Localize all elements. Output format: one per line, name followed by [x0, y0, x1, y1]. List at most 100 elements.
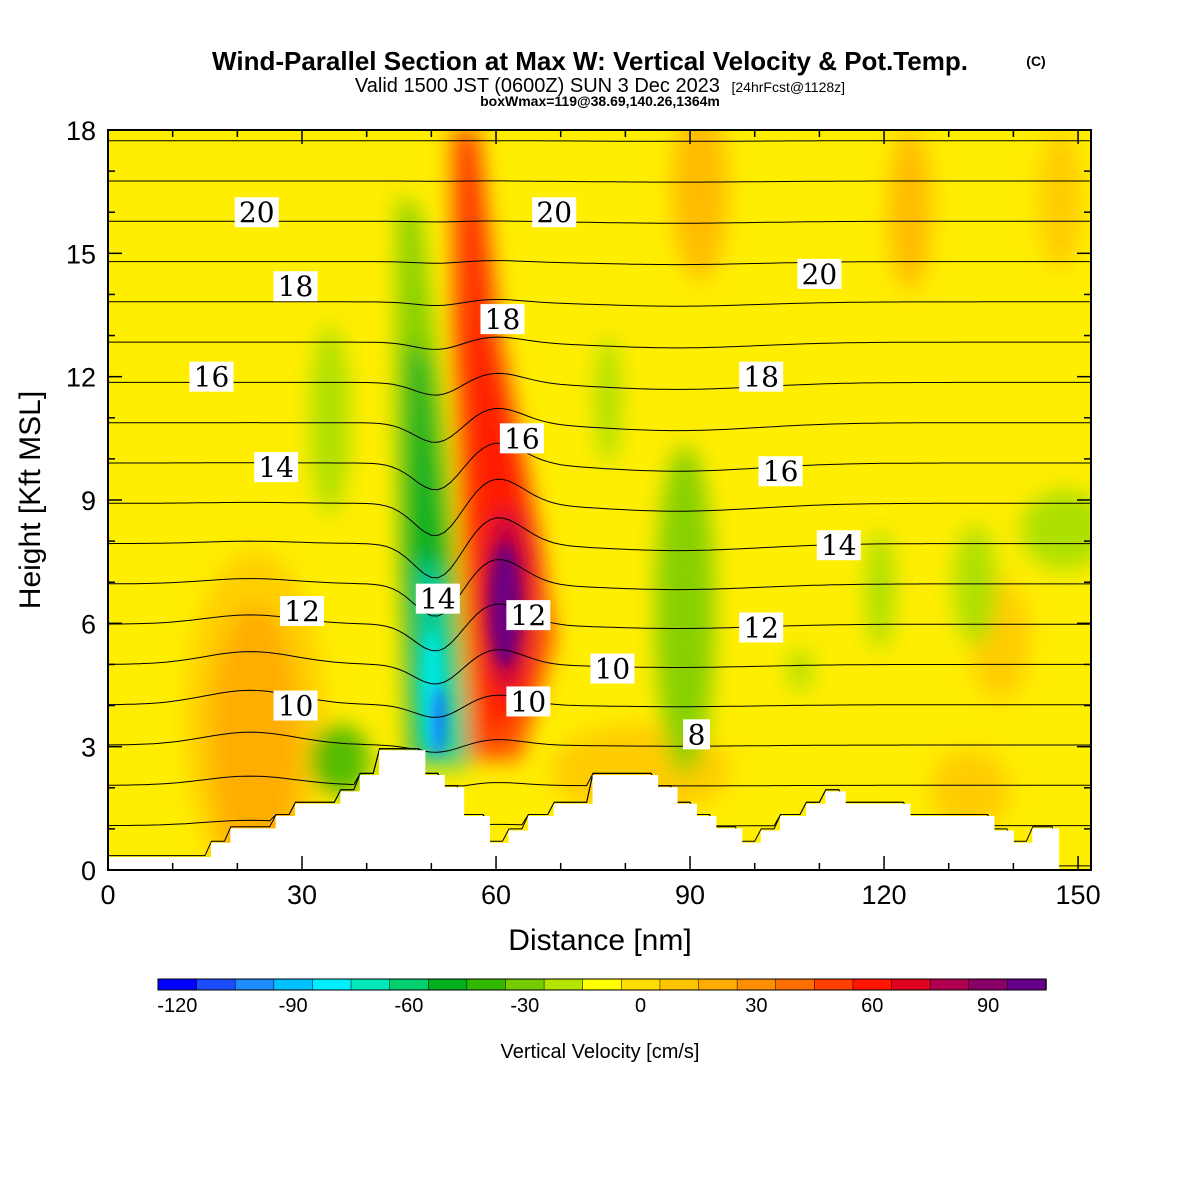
y-tick-label: 15 [66, 239, 96, 269]
colorbar-swatch [852, 978, 893, 991]
contour-label-box [415, 583, 460, 614]
colorbar-swatch [736, 978, 777, 991]
contour-label-box [739, 361, 784, 392]
theta-contour [108, 372, 1091, 396]
x-tick-label: 90 [675, 880, 705, 910]
colorbar-tick-label: 0 [635, 995, 646, 1017]
subtitle-main: Valid 1500 JST (0600Z) SUN 3 Dec 2023 [355, 75, 720, 97]
contour-label-box [506, 600, 551, 631]
colorbar-swatch [891, 978, 931, 991]
colorbar-swatch [659, 978, 700, 991]
colorbar-swatch [350, 978, 391, 991]
downdraft-area-3 [655, 445, 715, 775]
colorbar-swatch [466, 978, 507, 991]
colorbar-swatch [234, 978, 275, 991]
velocity-shading-sharp [422, 543, 520, 755]
contour-label: 10 [595, 653, 631, 686]
x-axis: 0 30 60 90 120 150 [100, 130, 1101, 910]
contour-label: 18 [485, 303, 521, 336]
colorbar-tick-label: -30 [510, 995, 539, 1017]
theta-contour [108, 407, 1091, 443]
contour-label: 8 [688, 718, 706, 751]
colorbar-swatch [582, 978, 623, 991]
colorbar-swatch [1007, 978, 1047, 991]
downdraft-area-8 [310, 725, 370, 795]
y-tick-label: 12 [66, 363, 96, 393]
theta-contour [108, 140, 1091, 142]
contour-label-box [758, 456, 803, 487]
contour-label-box [506, 686, 551, 717]
contour-label: 14 [821, 529, 857, 562]
contour-label-box [683, 719, 711, 750]
velocity-shading-blurred [185, 130, 1091, 870]
chart-title: Wind-Parallel Section at Max W: Vertical… [212, 46, 968, 76]
contour-label-box [797, 258, 842, 289]
colorbar-tick-label: -120 [157, 995, 197, 1017]
colorbar-swatch [621, 978, 661, 991]
contour-label-box [189, 361, 234, 392]
theta-contour [108, 689, 1091, 718]
colorbar-swatch [968, 978, 1009, 991]
contour-label: 20 [536, 196, 572, 229]
downdraft-area-6 [1020, 490, 1091, 570]
downdraft-area-2 [595, 335, 621, 465]
terrain [108, 750, 1091, 870]
colorbar-swatch [698, 978, 738, 991]
contour-label: 12 [284, 595, 320, 628]
chart-subtitle: Valid 1500 JST (0600Z) SUN 3 Dec 2023 [2… [355, 75, 845, 97]
y-tick-label: 6 [81, 609, 96, 639]
contour-label: 14 [420, 583, 456, 616]
contour-label-box [532, 197, 577, 228]
downdraft-area-7 [788, 648, 812, 692]
contour-label: 18 [743, 361, 779, 394]
contour-label: 12 [743, 611, 779, 644]
y-tick-label: 18 [66, 116, 96, 146]
chart-subtitle-2: boxWmax=119@38.69,140.26,1364m [480, 93, 720, 109]
colorbar-swatch [814, 978, 854, 991]
contour-label-box [499, 423, 544, 454]
title-mark: (C) [1026, 53, 1045, 69]
contour-label-box [234, 197, 279, 228]
colorbar-swatch [312, 978, 352, 991]
colorbar-label: Vertical Velocity [cm/s] [501, 1041, 700, 1063]
plot-area: 20 20 20 18 18 18 16 16 16 14 14 14 12 12 12 10 10 10 8 [108, 130, 1091, 870]
contour-label-box [280, 596, 325, 626]
x-tick-label: 120 [862, 880, 907, 910]
contour-label-box [816, 530, 861, 561]
x-tick-label: 0 [100, 880, 115, 910]
theta-contour [108, 748, 1091, 787]
colorbar-tick-label: -60 [395, 995, 424, 1017]
contour-label: 12 [511, 599, 547, 632]
contour-label-box [254, 452, 299, 483]
colorbar-tick-label: 60 [861, 995, 883, 1017]
subtitle-note: [24hrFcst@1128z] [732, 79, 846, 95]
contour-label: 10 [511, 685, 547, 718]
theta-contour [108, 603, 1091, 652]
y-tick-label: 9 [81, 486, 96, 516]
y-tick-label: 0 [81, 856, 96, 886]
y-axis: 0 3 6 9 12 15 18 [66, 116, 1091, 886]
updraft-area-west-edge [185, 550, 325, 870]
downdraft-core-inner [431, 685, 445, 755]
theta-contour [108, 731, 1091, 753]
theta-contours [108, 140, 1091, 867]
colorbar: -120 -90 -60 -30 0 30 60 90 [157, 978, 1047, 1017]
x-tick-label: 150 [1056, 880, 1101, 910]
x-tick-label: 60 [481, 880, 511, 910]
colorbar-tick-label: 30 [745, 995, 767, 1017]
downdraft-area-5 [953, 525, 997, 645]
contour-label: 20 [802, 258, 838, 291]
updraft-area-top-2 [888, 130, 932, 290]
contour-label-box [739, 612, 784, 643]
colorbar-swatch [775, 978, 816, 991]
updraft-area-low [930, 750, 1010, 830]
contour-label: 10 [278, 690, 314, 723]
colorbar-swatch [157, 978, 198, 991]
theta-contour [108, 336, 1091, 350]
colorbar-swatch [428, 978, 468, 991]
downdraft-area-4 [865, 530, 895, 650]
colorbar-frame [157, 978, 1047, 991]
contour-label: 14 [258, 451, 294, 484]
contour-label-box [273, 690, 318, 721]
